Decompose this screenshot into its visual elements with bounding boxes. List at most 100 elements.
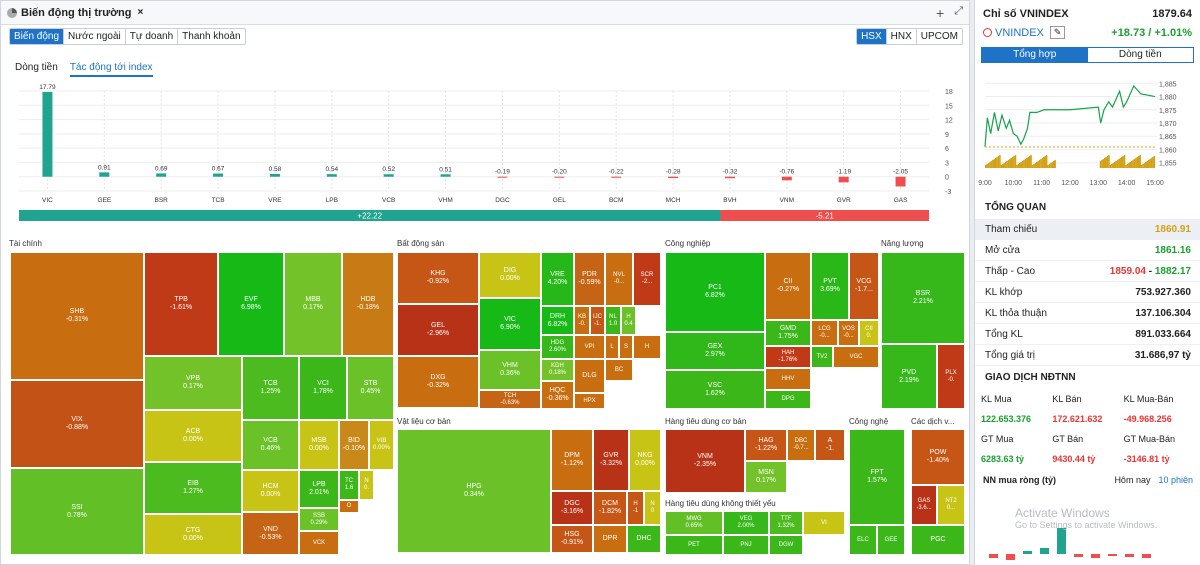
heatmap-cell[interactable]: CTG 0.00% xyxy=(144,514,242,555)
heatmap-cell[interactable]: DXG -0.32% xyxy=(397,356,479,408)
heatmap-cell[interactable]: VPI xyxy=(574,335,605,359)
heatmap-cell[interactable]: HAH -1.76% xyxy=(765,346,811,368)
heatmap-cell[interactable]: HDG 2.60% xyxy=(541,335,574,359)
heatmap-cell[interactable]: BID -0.10% xyxy=(339,420,369,470)
heatmap-cell[interactable]: DPR xyxy=(593,525,627,553)
heatmap-cell[interactable]: TV2 xyxy=(811,346,833,368)
heatmap-cell[interactable]: DPM -1.12% xyxy=(551,429,593,491)
heatmap-cell[interactable]: TCB 1.25% xyxy=(242,356,299,420)
heatmap-cell[interactable]: HPG 0.34% xyxy=(397,429,551,553)
heatmap-cell[interactable]: HDB -0.18% xyxy=(342,252,394,356)
heatmap-cell[interactable]: GEE xyxy=(877,525,905,555)
heatmap-cell[interactable]: DRH 6.82% xyxy=(541,306,574,335)
heatmap-cell[interactable]: VIC 6.90% xyxy=(479,298,541,350)
heatmap-cell[interactable]: DGW xyxy=(769,535,803,555)
heatmap-cell[interactable]: MWG 0.65% xyxy=(665,511,723,535)
heatmap-cell[interactable]: HPX xyxy=(574,393,605,409)
heatmap-cell[interactable]: VI xyxy=(803,511,845,535)
heatmap-cell[interactable]: CII -0.27% xyxy=(765,252,811,320)
heatmap-cell[interactable]: DPG xyxy=(765,390,811,409)
heatmap-cell[interactable]: GVR -3.32% xyxy=(593,429,629,491)
heatmap-cell[interactable]: VEG 2.00% xyxy=(723,511,769,535)
heatmap-cell[interactable]: VCI 1.78% xyxy=(299,356,347,420)
tab-upcom[interactable]: UPCOM xyxy=(916,29,962,44)
heatmap-cell[interactable]: VIB 0.00% xyxy=(369,420,394,470)
heatmap-cell[interactable]: MSB 0.00% xyxy=(299,420,339,470)
heatmap-cell[interactable]: VRE 4.20% xyxy=(541,252,574,306)
heatmap-cell[interactable]: PC1 6.82% xyxy=(665,252,765,332)
heatmap-cell[interactable]: PNJ xyxy=(723,535,769,555)
heatmap-cell[interactable]: EVF 6.98% xyxy=(218,252,284,356)
heatmap-cell[interactable]: VCG -1.7... xyxy=(849,252,879,320)
heatmap-cell[interactable]: SCR -2... xyxy=(633,252,661,306)
heatmap-cell[interactable]: VGC xyxy=(833,346,879,368)
heatmap-cell[interactable]: H 0.4 xyxy=(621,306,636,335)
heatmap-cell[interactable]: DGC -3.16% xyxy=(551,491,593,525)
heatmap-cell[interactable]: PGC xyxy=(911,525,965,555)
heatmap-cell[interactable]: GAS -3.6... xyxy=(911,485,937,525)
heatmap-cell[interactable]: BC xyxy=(605,359,633,381)
heatmap-cell[interactable]: KDH 0.18% xyxy=(541,359,574,381)
tab-tu-doanh[interactable]: Tự doanh xyxy=(125,29,179,44)
close-icon[interactable]: × xyxy=(137,7,144,18)
heatmap-cell[interactable]: POW -1.40% xyxy=(911,429,965,485)
heatmap-cell[interactable]: L xyxy=(605,335,619,359)
heatmap-cell[interactable]: GEX 2.97% xyxy=(665,332,765,370)
heatmap-cell[interactable]: VCB 0.46% xyxy=(242,420,299,470)
heatmap-cell[interactable]: DBC -0.7... xyxy=(787,429,815,461)
heatmap-cell[interactable]: DHC xyxy=(627,525,661,553)
heatmap-cell[interactable]: TCH -0.63% xyxy=(479,390,541,409)
heatmap-cell[interactable]: VOS -0... xyxy=(838,320,859,346)
tab-hsx[interactable]: HSX xyxy=(857,29,887,44)
heatmap-cell[interactable]: VSC 1.62% xyxy=(665,370,765,409)
heatmap-cell[interactable]: PVD 2.19% xyxy=(881,344,937,409)
heatmap-cell[interactable]: H -1 xyxy=(627,491,644,525)
heatmap-cell[interactable]: PVT 3.69% xyxy=(811,252,849,320)
heatmap-cell[interactable]: H xyxy=(633,335,661,359)
tab-dong-tien[interactable]: Dòng tiền xyxy=(15,62,58,73)
heatmap-cell[interactable]: HCM 0.00% xyxy=(242,470,299,512)
tab-dong-tien-right[interactable]: Dòng tiền xyxy=(1118,49,1162,60)
tab-thanh-khoan[interactable]: Thanh khoản xyxy=(178,29,245,44)
heatmap-cell[interactable]: S xyxy=(619,335,633,359)
heatmap-cell[interactable]: GMD 1.75% xyxy=(765,320,811,346)
heatmap-cell[interactable]: KB -0. xyxy=(574,306,590,335)
heatmap-cell[interactable]: VPB 0.17% xyxy=(144,356,242,410)
edit-icon[interactable]: ✎ xyxy=(1049,26,1066,39)
net-sessions[interactable]: 10 phiên xyxy=(1158,475,1193,485)
heatmap-cell[interactable]: PLX -0. xyxy=(937,344,965,409)
heatmap-cell[interactable]: VIX -0.88% xyxy=(10,380,144,468)
heatmap-cell[interactable]: CII 0. xyxy=(859,320,879,346)
heatmap-cell[interactable]: PDR -0.59% xyxy=(574,252,605,306)
heatmap-cell[interactable]: VND -0.53% xyxy=(242,512,299,555)
heatmap-cell[interactable]: SHB -0.31% xyxy=(10,252,144,380)
index-symbol[interactable]: VNINDEX xyxy=(995,26,1044,39)
heatmap-cell[interactable]: HAG -1.22% xyxy=(745,429,787,461)
heatmap-cell[interactable]: ACB 0.00% xyxy=(144,410,242,462)
heatmap-cell[interactable]: VNM -2.35% xyxy=(665,429,745,493)
heatmap-cell[interactable]: SSB 0.29% xyxy=(299,508,339,531)
heatmap-cell[interactable]: PET xyxy=(665,535,723,555)
heatmap-cell[interactable]: STB 0.45% xyxy=(347,356,394,420)
tab-bien-dong[interactable]: Biến động xyxy=(10,29,65,44)
heatmap-cell[interactable]: ELC xyxy=(849,525,877,555)
heatmap-cell[interactable]: BSR 2.21% xyxy=(881,252,965,344)
net-period[interactable]: Hôm nay xyxy=(1114,475,1151,485)
heatmap-cell[interactable]: NVL -0... xyxy=(605,252,633,306)
tab-hnx[interactable]: HNX xyxy=(886,29,917,44)
heatmap-cell[interactable]: DLG xyxy=(574,359,605,393)
expand-icon[interactable]: ⤢ xyxy=(954,4,963,17)
heatmap-cell[interactable]: EIB 1.27% xyxy=(144,462,242,514)
heatmap-cell[interactable]: KHG -0.92% xyxy=(397,252,479,304)
heatmap-cell[interactable]: NT2 0... xyxy=(937,485,965,525)
heatmap-cell[interactable]: MBB 0.17% xyxy=(284,252,342,356)
add-icon[interactable]: + xyxy=(936,4,945,21)
heatmap-cell[interactable]: N 0. xyxy=(359,470,374,500)
heatmap-cell[interactable]: VCK xyxy=(299,531,339,555)
heatmap-cell[interactable]: O xyxy=(339,500,359,513)
heatmap-cell[interactable]: TC 1.6 xyxy=(339,470,359,500)
heatmap-cell[interactable]: A -1. xyxy=(815,429,845,461)
tab-tong-hop[interactable]: Tổng hợp xyxy=(982,48,1088,62)
heatmap-cell[interactable]: HSG -0.91% xyxy=(551,525,593,553)
